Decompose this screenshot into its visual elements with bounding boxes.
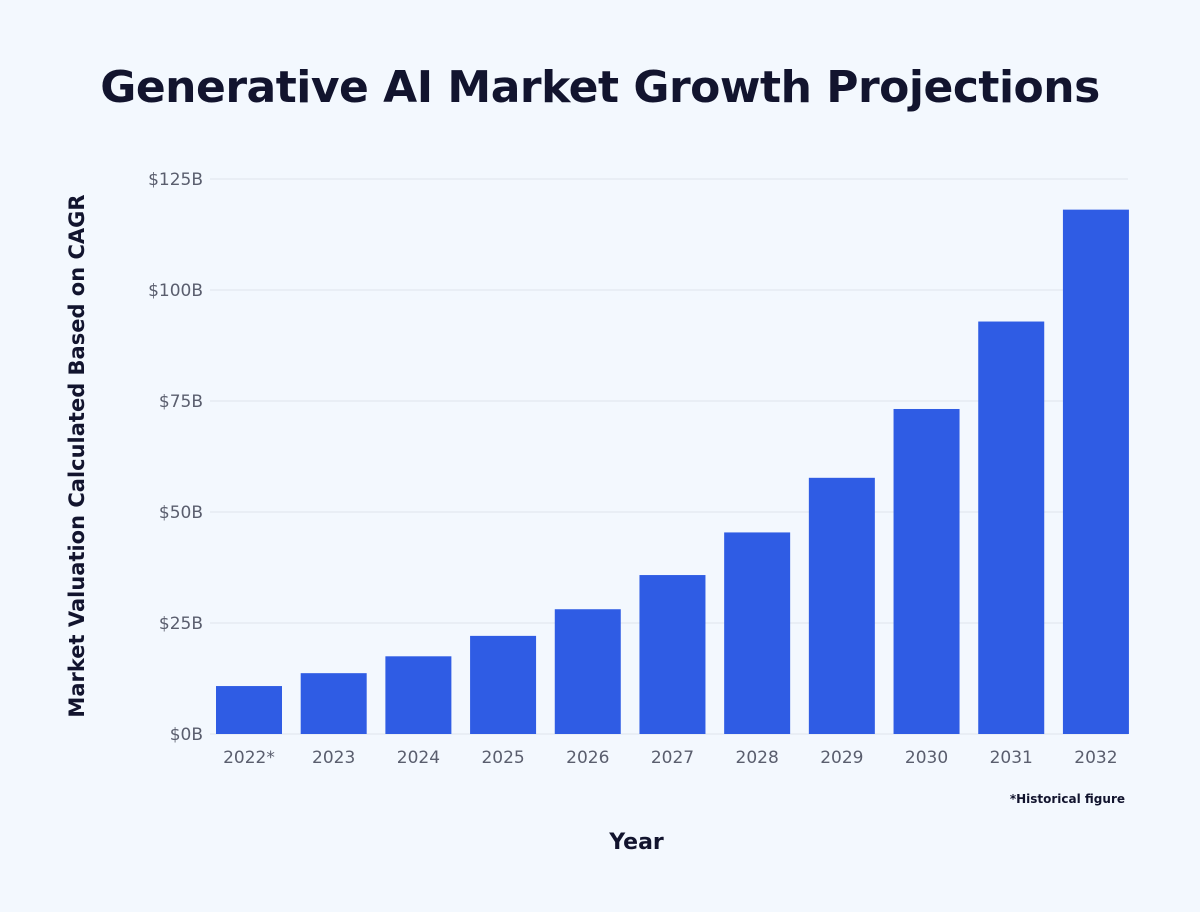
- bar-2031: [978, 321, 1045, 734]
- bar-2030: [893, 408, 960, 734]
- bar-2023: [300, 673, 367, 734]
- x-tick-label: 2028: [736, 748, 779, 768]
- y-tick-label: $50B: [159, 503, 203, 523]
- bar-2025: [470, 635, 537, 734]
- x-tick-label: 2032: [1074, 748, 1117, 768]
- bar-2029: [808, 477, 875, 734]
- y-ticks: $0B $25B $50B $75B $100B $125B: [148, 170, 203, 745]
- x-tick-label: 2025: [481, 748, 524, 768]
- x-tick-label: 2027: [651, 748, 694, 768]
- bar-2032: [1062, 209, 1129, 735]
- y-tick-label: $100B: [148, 281, 203, 301]
- x-ticks: 2022* 2023 2024 2025 2026 2027 2028 2029 2030 203…: [223, 748, 1117, 768]
- x-tick-label: 2031: [990, 748, 1033, 768]
- y-tick-label: $0B: [170, 725, 203, 745]
- bar-2024: [385, 656, 452, 734]
- x-tick-label: 2022*: [223, 748, 275, 768]
- x-tick-label: 2023: [312, 748, 355, 768]
- x-tick-label: 2030: [905, 748, 948, 768]
- chart-title: Generative AI Market Growth Projections: [100, 62, 1100, 113]
- y-tick-label: $125B: [148, 170, 203, 190]
- bar-2028: [724, 532, 791, 734]
- bar-2026: [554, 609, 621, 734]
- bar-2027: [639, 575, 706, 734]
- bars: [216, 209, 1129, 735]
- x-tick-label: 2029: [820, 748, 863, 768]
- bar-2022: [216, 686, 282, 734]
- x-axis-label: Year: [609, 830, 664, 855]
- footnote: *Historical figure: [1009, 792, 1125, 806]
- y-tick-label: $75B: [159, 392, 203, 412]
- x-tick-label: 2024: [397, 748, 440, 768]
- y-tick-label: $25B: [159, 614, 203, 634]
- x-tick-label: 2026: [566, 748, 609, 768]
